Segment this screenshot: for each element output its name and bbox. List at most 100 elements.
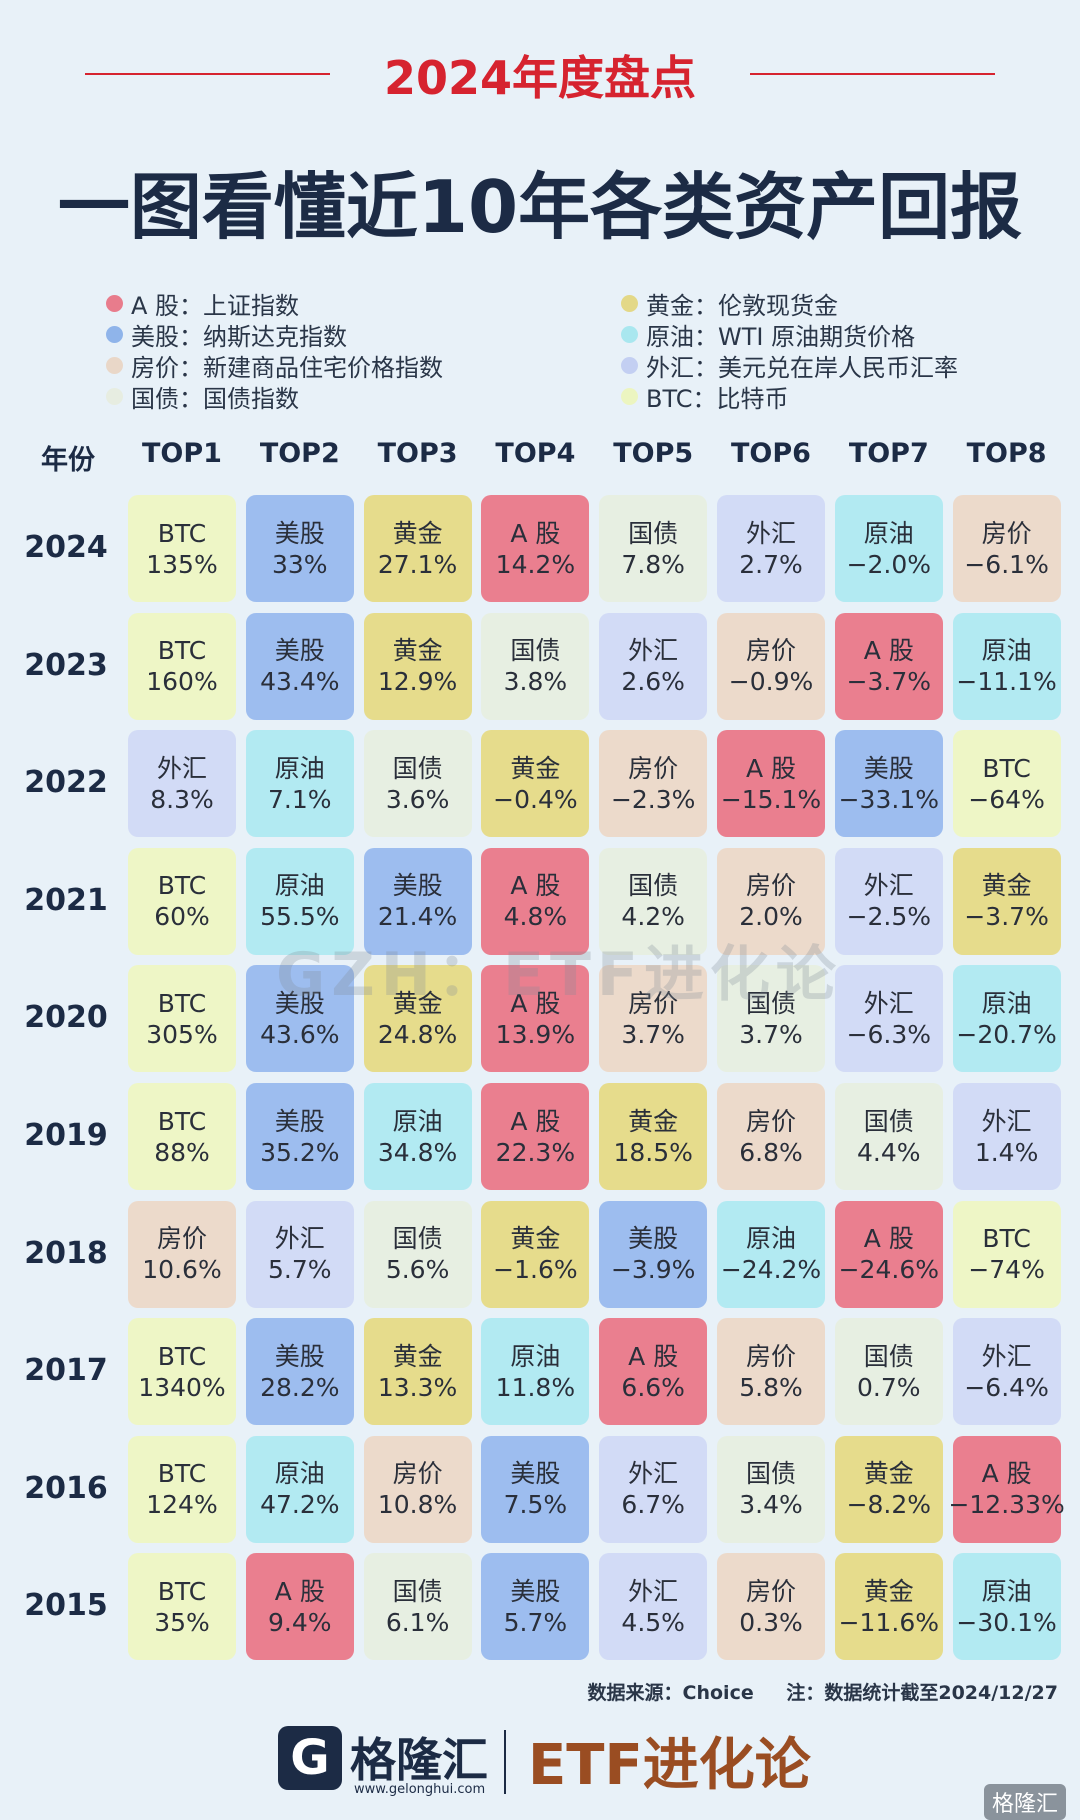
cell-asset-label: 外汇	[628, 636, 679, 666]
cell-return-value: 124%	[146, 1490, 218, 1520]
cell-asset-label: BTC	[982, 1224, 1031, 1254]
cell-return-value: 8.3%	[150, 784, 214, 814]
cell-return-value: −2.3%	[610, 784, 696, 814]
cell-asset-label: 美股	[274, 636, 325, 666]
cell-asset-label: 房价	[628, 988, 679, 1018]
legend-label: 黄金：伦敦现货金	[646, 292, 838, 320]
table-cell: 房价 0.3%	[717, 1553, 825, 1661]
cell-return-value: 160%	[146, 667, 218, 697]
column-header-top7: TOP7	[848, 438, 929, 469]
table-cell: A 股 4.8%	[481, 847, 590, 955]
cell-return-value: 11.8%	[495, 1372, 576, 1402]
cell-asset-label: 黄金	[392, 988, 443, 1018]
cell-return-value: 55.5%	[260, 902, 340, 932]
footnote: 数据来源：Choice 注：数据统计截至2024/12/27	[562, 1678, 1058, 1705]
cell-asset-label: 美股	[274, 518, 325, 548]
cell-asset-label: 黄金	[981, 871, 1032, 901]
table-cell: 原油 34.8%	[363, 1083, 472, 1190]
table-cell: 原油 55.5%	[245, 847, 354, 955]
table-cell: 外汇 6.7%	[599, 1435, 708, 1543]
table-cell: 国债 3.6%	[363, 730, 472, 838]
cell-return-value: 34.8%	[377, 1137, 458, 1167]
cell-return-value: 47.2%	[260, 1490, 340, 1520]
cell-asset-label: 美股	[274, 1106, 325, 1136]
cell-return-value: −20.7%	[956, 1019, 1057, 1049]
legend-dot-icon	[106, 357, 123, 374]
cell-return-value: −12.33%	[948, 1490, 1065, 1520]
cell-asset-label: 外汇	[863, 871, 914, 901]
cell-return-value: −33.1%	[838, 784, 939, 814]
cell-return-value: 60%	[154, 902, 210, 932]
main-title: 一图看懂近10年各类资产回报	[57, 165, 1023, 249]
legend-label: A 股：上证指数	[131, 292, 300, 320]
table-cell: 房价 3.7%	[599, 965, 708, 1073]
table-cell: 国债 3.8%	[481, 612, 590, 720]
cell-asset-label: 美股	[274, 988, 325, 1018]
cell-asset-label: 国债	[745, 988, 796, 1018]
cell-asset-label: 美股	[863, 753, 914, 783]
table-cell: BTC 35%	[128, 1553, 236, 1661]
data-source: 数据来源：Choice	[587, 1682, 754, 1704]
cell-asset-label: 原油	[274, 753, 325, 783]
cell-return-value: 5.7%	[268, 1255, 332, 1285]
header-line-left	[85, 73, 330, 75]
legend-item: 房价：新建商品住宅价格指数	[106, 348, 443, 383]
column-header-top2: TOP2	[259, 438, 340, 469]
table-cell: 黄金 18.5%	[599, 1083, 708, 1190]
cell-asset-label: A 股	[981, 1459, 1032, 1489]
cell-return-value: −6.3%	[846, 1019, 932, 1049]
cell-return-value: −11.6%	[838, 1607, 939, 1637]
column-header-top1: TOP1	[142, 438, 222, 469]
legend-dot-icon	[106, 388, 123, 405]
cell-return-value: 305%	[146, 1019, 218, 1049]
table-cell: 原油 −20.7%	[952, 965, 1061, 1073]
footer-divider	[504, 1730, 506, 1794]
table-cell: 美股 21.4%	[363, 847, 472, 955]
table-cell: BTC 160%	[128, 612, 236, 720]
cell-return-value: −3.9%	[610, 1255, 696, 1285]
cell-return-value: 3.6%	[385, 784, 450, 814]
cell-asset-label: 美股	[510, 1576, 561, 1606]
table-cell: 黄金 27.1%	[363, 495, 472, 602]
cell-asset-label: 国债	[392, 1576, 443, 1606]
table-cell: A 股 −15.1%	[717, 730, 825, 838]
cell-return-value: −24.2%	[720, 1255, 822, 1285]
table-cell: A 股 −12.33%	[948, 1435, 1065, 1543]
cell-return-value: 6.1%	[385, 1607, 450, 1637]
table-cell: 外汇 2.6%	[599, 612, 708, 720]
cell-return-value: 2.6%	[621, 667, 685, 697]
cell-return-value: −64%	[968, 784, 1045, 814]
legend-item: 黄金：伦敦现货金	[621, 286, 838, 321]
table-cell: 房价 10.8%	[363, 1435, 472, 1543]
cell-asset-label: 外汇	[628, 1459, 679, 1489]
cell-return-value: −2.0%	[846, 549, 932, 579]
table-cell: A 股 14.2%	[481, 495, 590, 602]
cell-asset-label: 美股	[274, 1341, 325, 1371]
table-cell: 国债 0.7%	[834, 1318, 943, 1426]
cell-return-value: −0.4%	[493, 784, 578, 814]
cell-return-value: 7.1%	[268, 784, 332, 814]
legend-label: 国债：国债指数	[131, 385, 299, 413]
cell-asset-label: 外汇	[981, 1106, 1032, 1136]
cell-asset-label: 外汇	[863, 988, 914, 1018]
data-note: 注：数据统计截至2024/12/27	[786, 1682, 1058, 1704]
table-cell: 房价 10.6%	[128, 1200, 236, 1308]
cell-return-value: 6.6%	[621, 1372, 685, 1402]
cell-asset-label: 黄金	[392, 636, 443, 666]
legend-label: 房价：新建商品住宅价格指数	[131, 354, 443, 382]
table-cell: 外汇 5.7%	[245, 1200, 354, 1308]
header-year-title: 2024年度盘点	[383, 51, 697, 105]
cell-asset-label: A 股	[510, 518, 561, 548]
row-year-label: 2016	[24, 1470, 108, 1506]
cell-asset-label: 房价	[628, 753, 679, 783]
table-cell: 房价 −2.3%	[599, 730, 708, 838]
legend-item: 外汇：美元兑在岸人民币汇率	[621, 348, 958, 383]
cell-return-value: 0.7%	[857, 1372, 921, 1402]
footer: G 格隆汇 www.gelonghui.com ETF进化论 格隆汇	[0, 1716, 1080, 1820]
table-cell: 黄金 −1.6%	[481, 1200, 590, 1308]
cell-asset-label: 美股	[392, 871, 443, 901]
table-cell: 原油 −2.0%	[834, 495, 943, 602]
column-header-top4: TOP4	[495, 438, 576, 469]
cell-asset-label: 黄金	[392, 518, 443, 548]
row-year-label: 2015	[24, 1588, 108, 1624]
